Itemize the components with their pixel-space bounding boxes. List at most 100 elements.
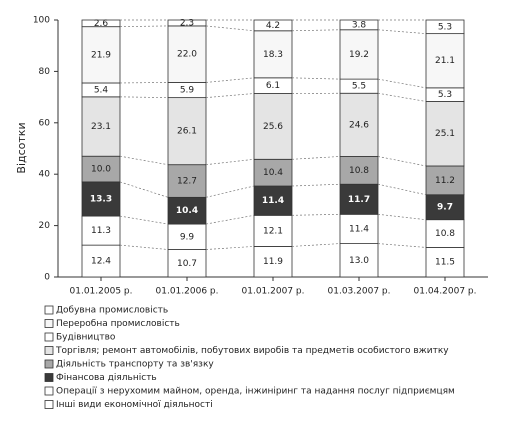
connector <box>291 29 341 32</box>
value-label: 10.4 <box>176 206 198 216</box>
connector <box>377 213 427 221</box>
connector <box>377 156 427 167</box>
bar-segment <box>425 101 465 167</box>
value-label: 11.9 <box>263 257 283 267</box>
bar-segment <box>253 214 293 247</box>
legend-label: Добувна промисловість <box>56 306 168 316</box>
value-label: 5.4 <box>94 85 109 95</box>
y-tick-label: 40 <box>39 170 51 180</box>
bar-segment <box>425 247 465 278</box>
value-label: 11.4 <box>262 196 284 206</box>
value-label: 11.5 <box>435 258 455 268</box>
value-label: 11.2 <box>435 176 455 186</box>
bar-segment <box>167 97 207 166</box>
bar-segment <box>81 215 121 246</box>
value-label: 21.1 <box>435 56 455 66</box>
bar-segment <box>167 19 207 27</box>
legend-swatch <box>44 400 54 409</box>
value-label: 10.4 <box>263 168 283 178</box>
bar-segment <box>253 246 293 278</box>
legend-label: Будівництво <box>56 333 116 343</box>
connector <box>377 243 427 248</box>
x-tick-label: 01.04.2007 р. <box>414 287 477 297</box>
y-tick-label: 60 <box>39 118 51 128</box>
connector <box>205 246 255 250</box>
connector <box>205 93 255 98</box>
value-label: 10.0 <box>91 165 111 175</box>
value-label: 11.3 <box>91 226 111 236</box>
x-tick-label: 01.01.2006 р. <box>156 287 219 297</box>
value-label: 3.8 <box>352 20 367 30</box>
legend-swatch <box>44 386 54 396</box>
value-label: 12.1 <box>263 226 283 236</box>
legend-swatch <box>44 332 54 342</box>
bar-segment <box>81 96 121 157</box>
value-label: 23.1 <box>91 122 111 132</box>
connector <box>291 213 341 216</box>
bar-segment <box>339 213 379 244</box>
bar-segment <box>253 19 293 32</box>
value-label: 22.0 <box>177 50 197 60</box>
bar-segment <box>81 19 121 28</box>
value-label: 13.0 <box>349 256 369 266</box>
connector <box>119 82 169 84</box>
bar-segment <box>425 219 465 248</box>
bar-segment <box>81 155 121 183</box>
bar-segment <box>167 25 207 83</box>
connector <box>205 214 255 225</box>
bar-segment <box>339 19 379 31</box>
legend-swatch <box>44 346 54 355</box>
legend-label: Фінансова діяльність <box>56 373 157 383</box>
connector <box>119 181 169 198</box>
legend-swatch <box>44 305 54 315</box>
bar-segment <box>425 19 465 35</box>
connector <box>119 96 169 98</box>
value-label: 24.6 <box>349 120 369 130</box>
value-label: 9.7 <box>437 203 453 213</box>
bar-segment <box>167 223 207 250</box>
value-label: 25.1 <box>435 129 455 139</box>
value-label: 19.2 <box>349 50 369 60</box>
y-tick-label: 100 <box>33 16 50 26</box>
connector <box>205 185 255 198</box>
value-label: 5.3 <box>438 22 452 32</box>
value-label: 25.6 <box>263 122 283 132</box>
legend-label: Переробна промисловість <box>56 319 180 329</box>
legend-swatch <box>44 319 54 328</box>
bar-segment <box>253 30 293 79</box>
bar-segment <box>339 243 379 278</box>
connector <box>119 244 169 250</box>
connector <box>119 215 169 225</box>
y-tick-label: 0 <box>44 273 50 283</box>
bar-segment <box>339 92 379 157</box>
value-label: 21.9 <box>91 50 111 60</box>
value-label: 11.4 <box>349 224 369 234</box>
value-label: 6.1 <box>266 81 280 91</box>
bar-segment <box>253 158 293 187</box>
bar-segment <box>253 185 293 216</box>
bar-segment <box>339 183 379 215</box>
y-tick-label: 80 <box>39 67 51 77</box>
connector <box>291 183 341 187</box>
x-tick-label: 01.01.2007 р. <box>242 287 305 297</box>
y-tick-label: 20 <box>39 221 51 231</box>
connector <box>377 183 427 196</box>
value-label: 4.2 <box>266 21 280 31</box>
connector <box>205 77 255 83</box>
connector <box>119 155 169 166</box>
value-label: 10.8 <box>349 166 369 176</box>
connector <box>119 25 169 28</box>
value-label: 5.5 <box>352 82 366 92</box>
bar-segment <box>167 196 207 225</box>
legend-label: Операції з нерухомим майном, оренда, інж… <box>56 387 455 397</box>
connector <box>377 78 427 89</box>
connector <box>205 158 255 166</box>
bar-segment <box>425 33 465 89</box>
value-label: 10.8 <box>435 229 455 239</box>
connector <box>291 243 341 247</box>
legend-label: Діяльність транспорту та зв'язку <box>56 360 214 370</box>
value-label: 2.6 <box>94 19 109 29</box>
legend-label: Інші види економічної діяльності <box>56 400 213 410</box>
connector <box>291 77 341 80</box>
